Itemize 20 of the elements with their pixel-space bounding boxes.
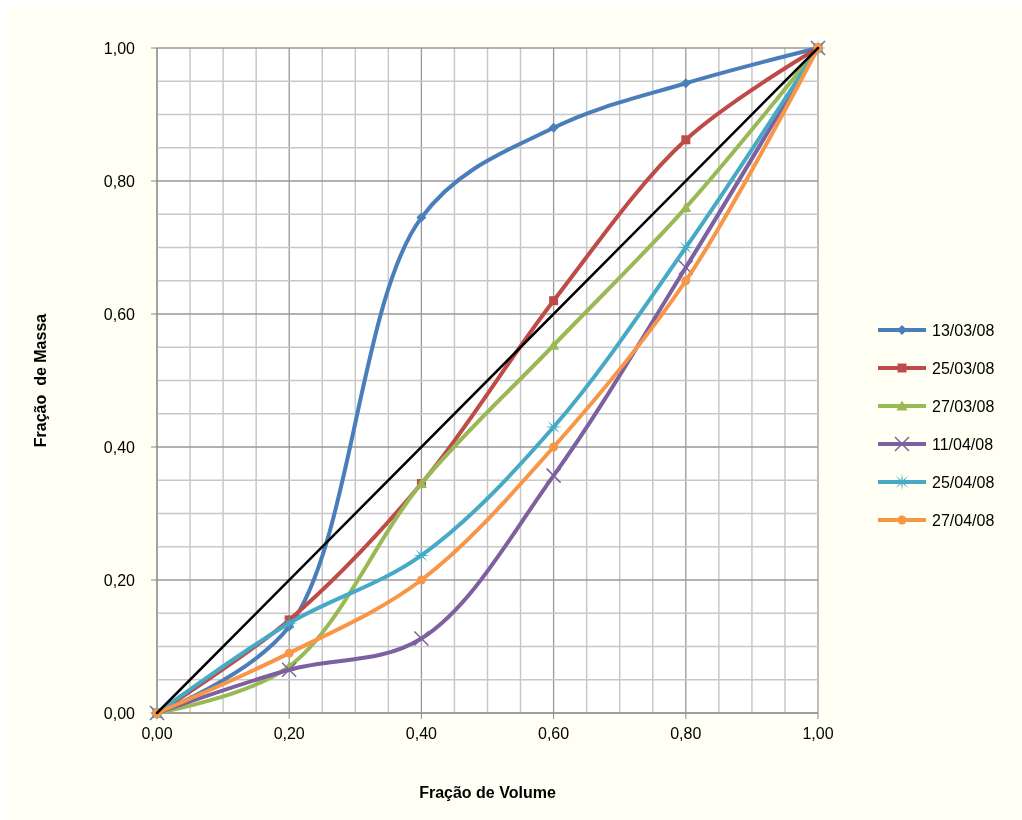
legend-label: 11/04/08 <box>932 436 994 453</box>
x-tick-label: 0,80 <box>670 725 702 742</box>
y-tick-label: 0,40 <box>103 439 136 456</box>
legend-label: 25/03/08 <box>932 360 995 377</box>
y-tick-label: 1,00 <box>103 40 136 57</box>
legend-label: 25/04/08 <box>932 474 995 491</box>
y-tick-label: 0,00 <box>103 705 136 722</box>
x-tick-label: 1,00 <box>802 725 834 742</box>
x-tick-label: 0,60 <box>538 725 570 742</box>
legend-label: 27/04/08 <box>932 512 995 529</box>
legend-label: 13/03/08 <box>932 322 995 339</box>
legend-label: 27/03/08 <box>932 398 995 415</box>
y-tick-label: 0,60 <box>103 306 136 323</box>
y-tick-label: 0,80 <box>103 173 136 190</box>
y-tick-label: 0,20 <box>103 572 136 589</box>
x-tick-label: 0,40 <box>405 725 438 742</box>
x-axis-title: Fração de Volume <box>419 784 556 801</box>
y-axis-title: Fração de Massa <box>32 313 49 448</box>
x-tick-label: 0,00 <box>141 725 173 742</box>
x-tick-label: 0,20 <box>273 725 305 742</box>
